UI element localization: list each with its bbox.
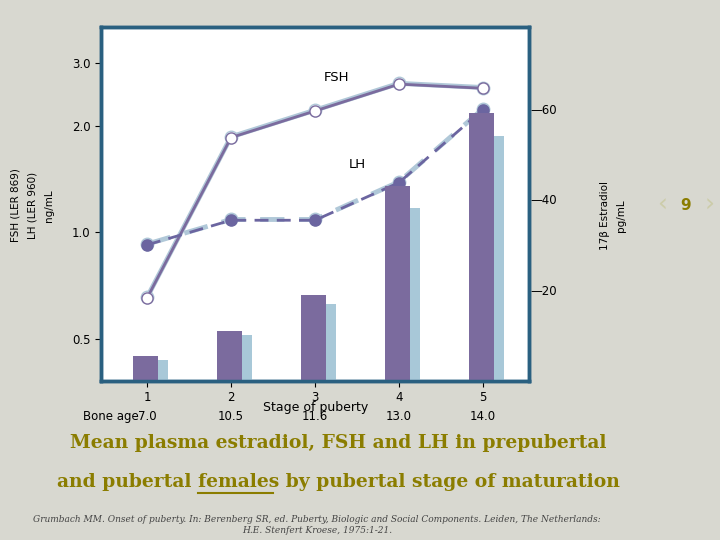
Bar <box>217 331 242 381</box>
Text: ‹: ‹ <box>657 193 667 217</box>
Text: Mean plasma estradiol, FSH and LH in prepubertal: Mean plasma estradiol, FSH and LH in pre… <box>70 434 607 452</box>
Text: <7: <7 <box>147 365 163 375</box>
Text: 9: 9 <box>680 198 691 213</box>
Bar <box>132 356 158 381</box>
Bar <box>475 136 505 381</box>
Text: Bone age: Bone age <box>83 410 138 423</box>
Text: LH (LER 960): LH (LER 960) <box>27 172 37 239</box>
Text: H.E. Stenfert Kroese, 1975:1-21.: H.E. Stenfert Kroese, 1975:1-21. <box>242 526 392 535</box>
Text: LH: LH <box>348 158 366 171</box>
Text: 10.5: 10.5 <box>218 410 244 423</box>
Text: 13.0: 13.0 <box>386 410 412 423</box>
Text: Stage of puberty: Stage of puberty <box>263 401 368 414</box>
Bar <box>223 335 253 381</box>
Text: FSH (LER 869): FSH (LER 869) <box>11 168 21 242</box>
Text: Grumbach MM. Onset of puberty. In: Berenberg SR, ed. Puberty, Biologic and Socia: Grumbach MM. Onset of puberty. In: Beren… <box>33 515 600 524</box>
Bar <box>384 186 410 381</box>
Bar <box>469 113 494 381</box>
Text: 14.0: 14.0 <box>470 410 496 423</box>
Text: FSH: FSH <box>323 71 349 84</box>
Bar <box>307 303 336 381</box>
Text: 7.0: 7.0 <box>138 410 156 423</box>
Text: and pubertal females by pubertal stage of maturation: and pubertal females by pubertal stage o… <box>57 473 620 491</box>
Text: ›: › <box>705 193 714 217</box>
Text: ng/mL: ng/mL <box>44 189 54 221</box>
Bar <box>301 294 326 381</box>
Text: pg/mL: pg/mL <box>616 200 626 232</box>
Text: 17β Estradiol: 17β Estradiol <box>600 181 610 251</box>
Text: 11.6: 11.6 <box>302 410 328 423</box>
Bar <box>391 208 420 381</box>
Bar <box>139 360 168 381</box>
